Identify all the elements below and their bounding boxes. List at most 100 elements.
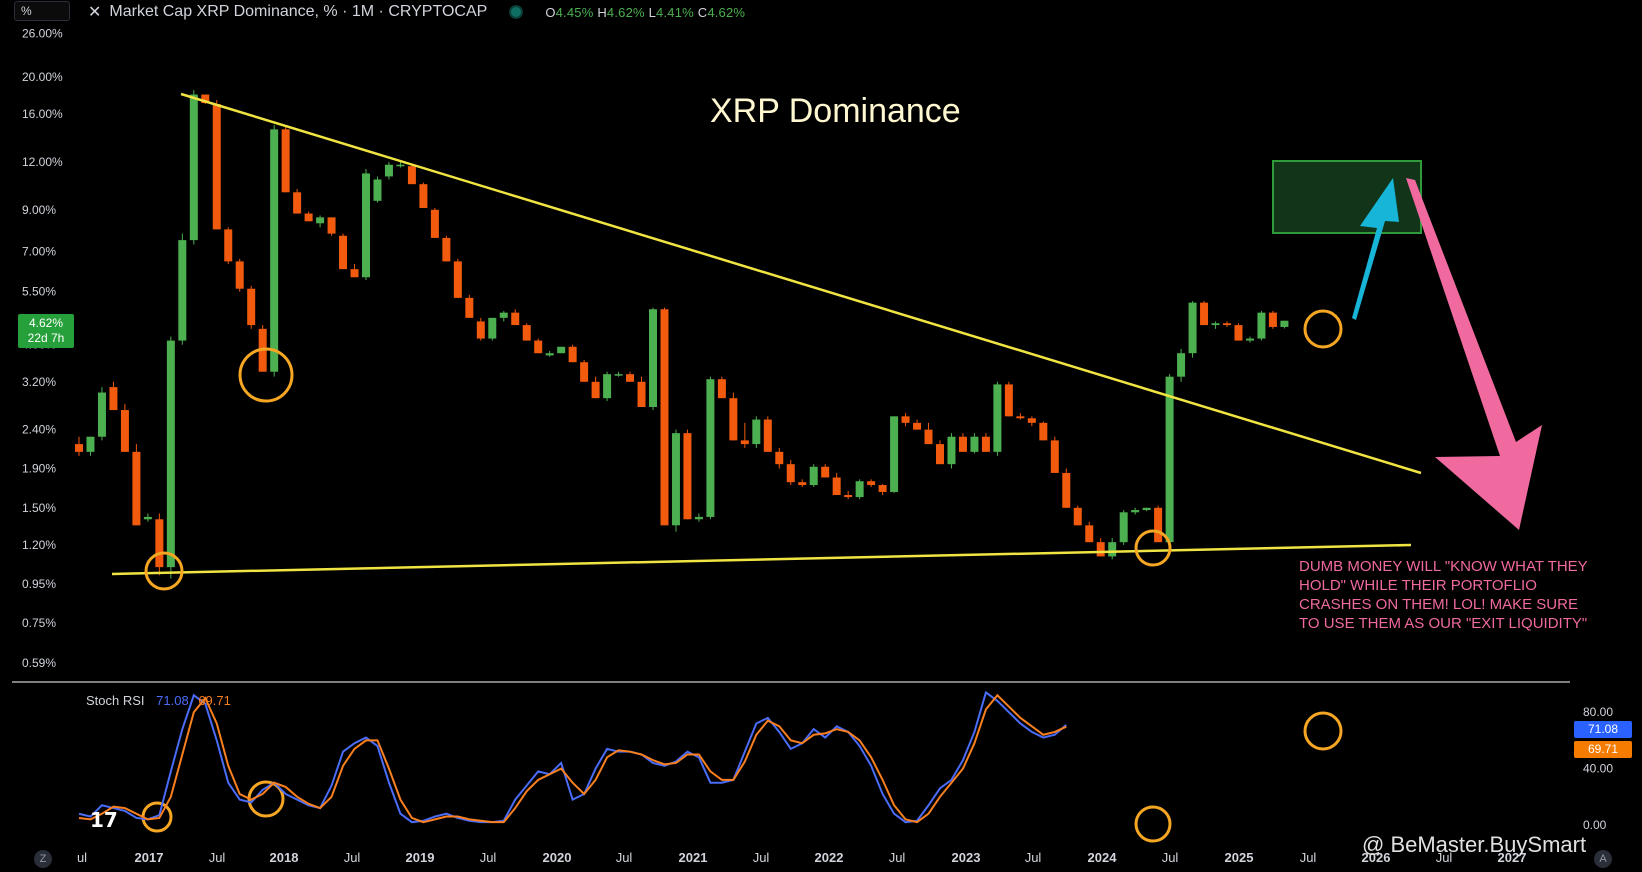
candle (557, 346, 566, 354)
x-tick-label: 2025 (1225, 850, 1254, 865)
candle (1280, 320, 1289, 327)
highlight-circle (238, 347, 294, 403)
rsi-tick-label: 40.00 (1583, 762, 1613, 776)
support-trendline (111, 543, 1412, 576)
candle (1062, 472, 1071, 508)
candle (591, 381, 600, 399)
candle (143, 516, 152, 520)
x-tick-label: 2019 (406, 850, 435, 865)
y-tick-label: 9.00% (22, 203, 56, 217)
time-axis: ul 2017 Jul 2018 Jul 2019 Jul 2020 Jul 2021 Jul 202… (77, 850, 1527, 865)
candle (224, 229, 233, 262)
candle (855, 481, 864, 498)
candle (947, 436, 956, 465)
candle (671, 433, 680, 526)
symbol-header: ✕ Market Cap XRP Dominance, % · 1M · CRY… (88, 2, 745, 22)
candle (339, 235, 348, 270)
candle (362, 173, 370, 278)
y-tick-label: 5.50% (22, 285, 56, 299)
candle (1154, 507, 1163, 543)
candle (1188, 302, 1197, 354)
candle (1142, 507, 1151, 511)
candle (75, 444, 83, 452)
candle (660, 309, 669, 526)
candle (740, 440, 749, 445)
y-tick-label: 26.00% (22, 26, 63, 40)
candle (878, 485, 887, 492)
last-price: 4.62% (28, 316, 64, 330)
candle (786, 464, 795, 483)
y-tick-label: 1.50% (22, 501, 56, 515)
candle (247, 288, 256, 326)
candle (201, 94, 210, 104)
tradingview-logo[interactable]: 17 (90, 808, 118, 832)
candle (901, 416, 910, 423)
zoom-button[interactable]: Z (34, 850, 52, 868)
candle (694, 516, 703, 520)
candle (1245, 338, 1254, 341)
candle (235, 261, 244, 289)
highlight-circle (1134, 805, 1172, 843)
candle (270, 129, 279, 372)
candle (752, 419, 761, 445)
author-watermark: @ BeMaster.BuySmart (1362, 832, 1587, 857)
x-tick-label: Jul (209, 850, 226, 865)
candle (212, 104, 221, 230)
candle (442, 237, 451, 262)
k-value: 71.08 (156, 693, 189, 708)
candle (1165, 376, 1174, 543)
x-tick-label: 2024 (1088, 850, 1118, 865)
candle (465, 297, 474, 318)
candle (166, 340, 175, 568)
close-icon[interactable]: ✕ (88, 4, 102, 21)
y-tick-label: 3.20% (22, 375, 56, 389)
k-value-badge: 71.08 (1574, 721, 1632, 738)
candles-layer (75, 89, 1289, 579)
candle (832, 477, 841, 496)
highlight-circle (1134, 529, 1172, 567)
candle (132, 451, 141, 526)
x-tick-label: 2017 (135, 850, 164, 865)
candle (936, 444, 944, 465)
candle (453, 261, 462, 298)
x-tick-label: Jul (1162, 850, 1179, 865)
candle (568, 346, 577, 363)
candle (993, 384, 1002, 452)
y-tick-label: 0.75% (22, 616, 56, 630)
price-axis: 26.00% 20.00% 16.00% 12.00% 9.00% 7.00% 5.50% 4… (22, 26, 63, 670)
x-tick-label: Jul (1300, 850, 1317, 865)
candle (1200, 302, 1209, 326)
candle (913, 422, 922, 430)
bar-countdown: 22d 7h (27, 331, 65, 345)
candle (545, 353, 554, 356)
candle (763, 419, 772, 452)
last-price-badge: 4.62% 22d 7h (18, 314, 74, 348)
candle (867, 481, 876, 486)
candle (419, 184, 428, 208)
d-value-badge: 69.71 (1574, 741, 1632, 758)
candle (809, 466, 818, 486)
descending-trendline (180, 92, 1422, 475)
highlight-circle (144, 551, 184, 591)
candle (304, 213, 313, 222)
candle (155, 519, 164, 568)
candle (178, 240, 187, 341)
y-tick-label: 20.00% (22, 70, 63, 84)
scale-toggle-button[interactable]: % (14, 1, 70, 21)
auto-scale-button[interactable]: A (1594, 850, 1612, 868)
x-tick-label: ul (77, 850, 87, 865)
symbol-title[interactable]: Market Cap XRP Dominance, % · 1M · CRYPT… (109, 3, 488, 20)
x-tick-label: 2022 (815, 850, 844, 865)
candle (1050, 440, 1059, 473)
d-value: 69.71 (198, 693, 231, 708)
highlight-circle (1303, 309, 1343, 349)
candle (1004, 384, 1013, 417)
x-tick-label: Jul (753, 850, 770, 865)
text-annotation: DUMB MONEY WILL "KNOW WHAT THEY HOLD" WH… (1299, 558, 1588, 632)
x-tick-label: 2021 (679, 850, 708, 865)
x-tick-label: Jul (889, 850, 906, 865)
ohlc-values: O4.45% H4.62% L4.41% C4.62% (545, 4, 746, 20)
stoch-rsi-layer: 80.00 40.00 0.00 (78, 690, 1613, 832)
stoch-rsi-legend[interactable]: Stoch RSI 71.08 69.71 (86, 693, 231, 708)
